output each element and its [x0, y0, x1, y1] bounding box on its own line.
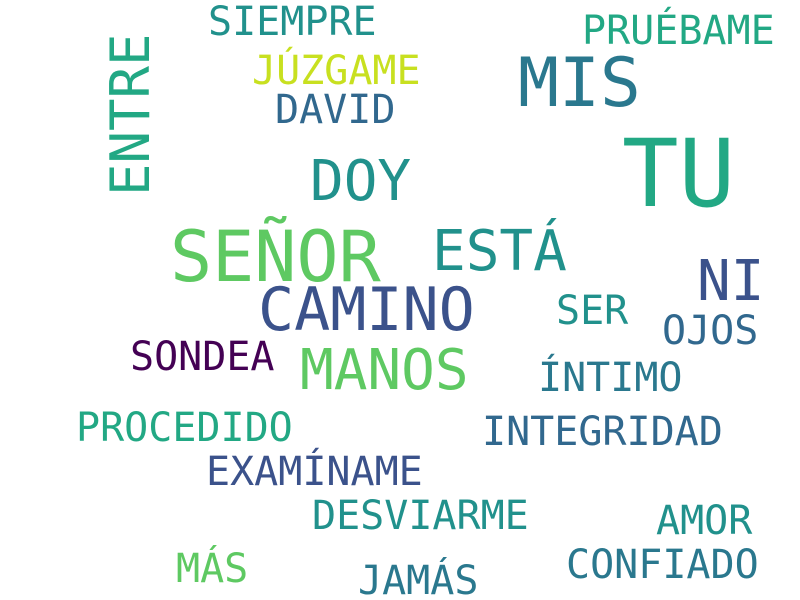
word-esta: ESTÁ	[432, 219, 567, 284]
word-procedido: PROCEDIDO	[76, 405, 293, 451]
word-confiado: CONFIADO	[566, 542, 759, 588]
word-jamas: JAMÁS	[358, 558, 479, 600]
word-sondea: SONDEA	[130, 334, 275, 380]
word-siempre: SIEMPRE	[208, 0, 377, 45]
word-mas: MÁS	[176, 546, 249, 592]
word-ser: SER	[556, 288, 629, 334]
word-senor: SEÑOR	[170, 216, 381, 298]
word-doy: DOY	[310, 149, 412, 214]
word-david: DAVID	[275, 87, 396, 133]
word-mis: MIS	[518, 44, 641, 123]
word-desviarme: DESVIARME	[312, 493, 529, 539]
word-integridad: INTEGRIDAD	[482, 409, 723, 455]
word-entre: ENTRE	[99, 33, 162, 196]
word-ojos: OJOS	[662, 308, 759, 354]
word-tu: TU	[622, 120, 736, 229]
word-camino: CAMINO	[258, 275, 475, 345]
word-examiname: EXAMÍNAME	[206, 449, 423, 495]
word-juzgame: JÚZGAME	[252, 48, 421, 94]
word-manos: MANOS	[300, 338, 469, 403]
word-pruebame: PRUÉBAME	[582, 8, 775, 54]
word-amor: AMOR	[656, 498, 753, 544]
word-ni: NI	[697, 249, 765, 314]
word-intimo: ÍNTIMO	[538, 355, 683, 401]
